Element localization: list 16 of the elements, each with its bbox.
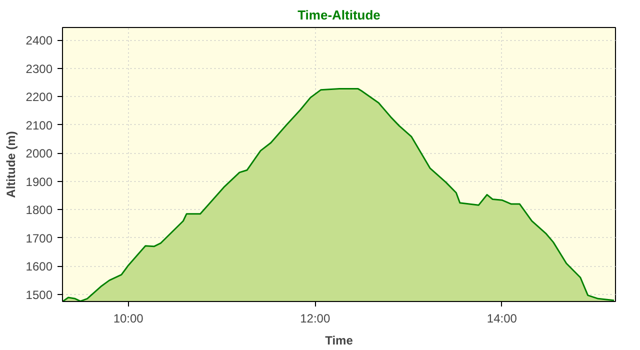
y-tick-label: 2400 [26,34,53,48]
y-tick-label: 1800 [26,203,53,218]
x-axis-title: Time [325,334,354,348]
x-tick-label: 14:00 [486,312,518,326]
y-tick-label: 1500 [26,288,53,302]
y-axis-title: Altitude (m) [4,131,18,198]
chart-title: Time-Altitude [298,8,380,22]
y-tick-label: 2100 [26,118,53,132]
y-tick-label: 1600 [26,260,53,274]
y-tick-label: 2300 [26,62,53,76]
y-tick-label: 1900 [26,174,53,189]
y-tick-label: 1700 [26,231,53,246]
x-tick-label: 10:00 [113,312,144,326]
x-tick-label: 12:00 [300,312,330,326]
y-tick-label: 2000 [26,146,53,161]
y-tick-label: 2200 [26,90,53,104]
